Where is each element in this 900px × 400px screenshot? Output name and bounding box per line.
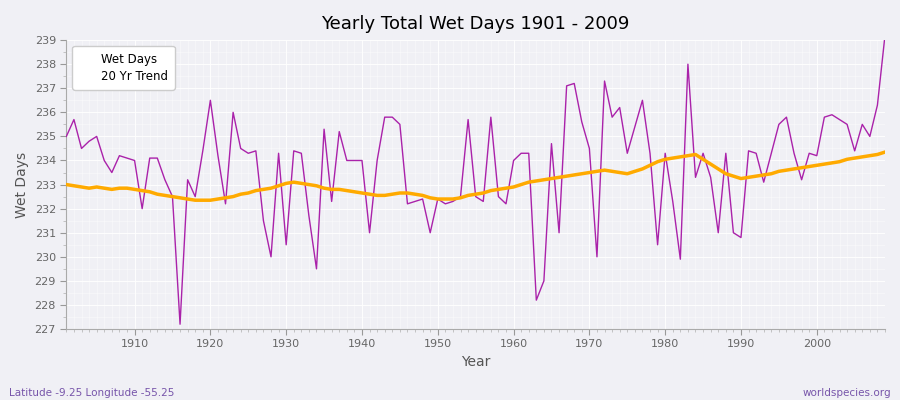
- Title: Yearly Total Wet Days 1901 - 2009: Yearly Total Wet Days 1901 - 2009: [321, 15, 630, 33]
- Wet Days: [296, 151, 307, 156]
- Line: Wet Days: Wet Days: [67, 35, 885, 324]
- Text: worldspecies.org: worldspecies.org: [803, 388, 891, 398]
- 20 Yr Trend: [190, 198, 201, 203]
- 20 Yr Trend: [516, 182, 526, 187]
- 20 Yr Trend: [296, 181, 307, 186]
- Wet Days: [508, 158, 519, 163]
- Text: Latitude -9.25 Longitude -55.25: Latitude -9.25 Longitude -55.25: [9, 388, 175, 398]
- X-axis label: Year: Year: [461, 355, 491, 369]
- Legend: Wet Days, 20 Yr Trend: Wet Days, 20 Yr Trend: [72, 46, 175, 90]
- Wet Days: [607, 115, 617, 120]
- Wet Days: [175, 322, 185, 327]
- Line: 20 Yr Trend: 20 Yr Trend: [67, 152, 885, 200]
- Wet Days: [122, 156, 132, 160]
- Wet Days: [879, 33, 890, 38]
- 20 Yr Trend: [508, 184, 519, 189]
- 20 Yr Trend: [122, 186, 132, 190]
- Wet Days: [516, 151, 526, 156]
- Wet Days: [61, 134, 72, 139]
- Y-axis label: Wet Days: Wet Days: [15, 152, 29, 218]
- 20 Yr Trend: [61, 182, 72, 187]
- Wet Days: [341, 158, 352, 163]
- 20 Yr Trend: [607, 169, 617, 174]
- 20 Yr Trend: [879, 150, 890, 154]
- 20 Yr Trend: [341, 188, 352, 193]
